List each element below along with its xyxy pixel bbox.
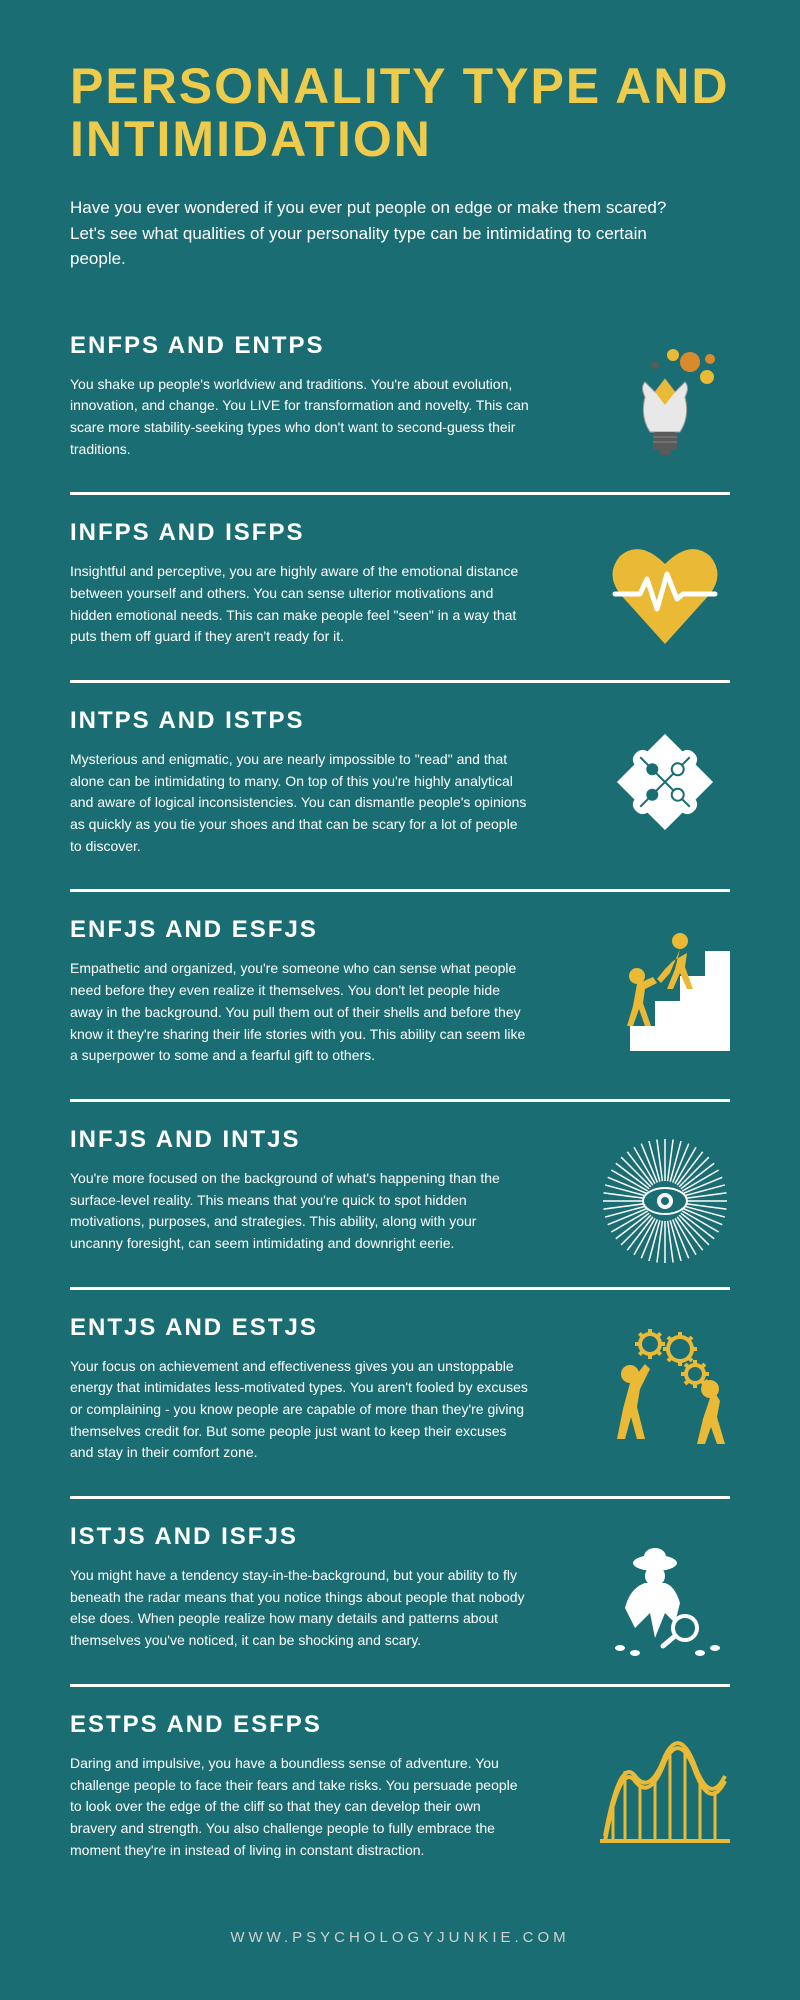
- divider: [70, 1684, 730, 1687]
- rollercoaster-icon: [590, 1711, 740, 1861]
- lightbulb-burst-icon: [590, 332, 740, 482]
- eye-burst-icon: [590, 1126, 740, 1276]
- intro-text: Have you ever wondered if you ever put p…: [70, 195, 730, 272]
- section-infp-isfp: INFPS AND ISFPS Insightful and perceptiv…: [70, 499, 730, 676]
- main-title: PERSONALITY TYPE AND INTIMIDATION: [70, 60, 730, 165]
- section-enfp-entp: ENFPS AND ENTPS You shake up people's wo…: [70, 312, 730, 489]
- section-entj-estj: ENTJS AND ESTJS Your focus on achievemen…: [70, 1294, 730, 1492]
- divider: [70, 680, 730, 683]
- section-body: You're more focused on the background of…: [70, 1168, 530, 1255]
- section-istj-isfj: ISTJS AND ISFJS You might have a tendenc…: [70, 1503, 730, 1680]
- heart-pulse-icon: [590, 519, 740, 669]
- section-body: Empathetic and organized, you're someone…: [70, 958, 530, 1066]
- section-body: You might have a tendency stay-in-the-ba…: [70, 1565, 530, 1652]
- divider: [70, 492, 730, 495]
- section-estp-esfp: ESTPS AND ESFPS Daring and impulsive, yo…: [70, 1691, 730, 1889]
- section-body: Your focus on achievement and effectiven…: [70, 1356, 530, 1464]
- divider: [70, 1099, 730, 1102]
- helping-stairs-icon: [590, 916, 740, 1066]
- section-body: Mysterious and enigmatic, you are nearly…: [70, 749, 530, 857]
- section-intp-istp: INTPS AND ISTPS Mysterious and enigmatic…: [70, 687, 730, 885]
- divider: [70, 1287, 730, 1290]
- teamwork-gears-icon: [590, 1314, 740, 1464]
- footer-url: WWW.PSYCHOLOGYJUNKIE.COM: [0, 1909, 800, 1976]
- divider: [70, 889, 730, 892]
- infographic-container: PERSONALITY TYPE AND INTIMIDATION Have y…: [0, 0, 800, 1909]
- section-body: Insightful and perceptive, you are highl…: [70, 561, 530, 648]
- section-infj-intj: INFJS AND INTJS You're more focused on t…: [70, 1106, 730, 1283]
- section-enfj-esfj: ENFJS AND ESFJS Empathetic and organized…: [70, 896, 730, 1094]
- section-body: You shake up people's worldview and trad…: [70, 374, 530, 461]
- section-body: Daring and impulsive, you have a boundle…: [70, 1753, 530, 1861]
- puzzle-pieces-icon: [590, 707, 740, 857]
- divider: [70, 1496, 730, 1499]
- detective-icon: [590, 1523, 740, 1673]
